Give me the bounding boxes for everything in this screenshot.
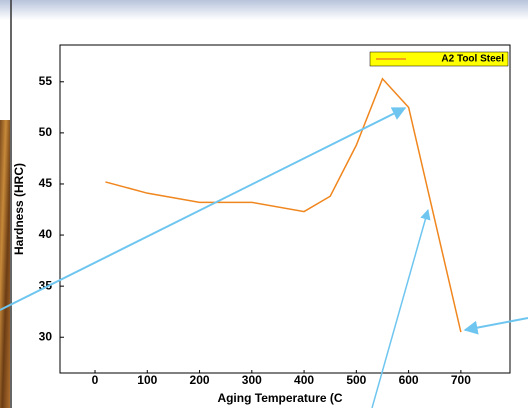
x-tick-label: 600 xyxy=(399,373,419,387)
legend-box xyxy=(369,51,509,67)
x-tick-label: 200 xyxy=(190,373,210,387)
y-axis-title: Hardness (HRC) xyxy=(12,163,26,255)
y-tick-label: 40 xyxy=(39,227,53,241)
side-image xyxy=(0,120,10,408)
data-line xyxy=(105,77,462,333)
x-axis-title: Aging Temperature (C xyxy=(217,391,342,405)
x-tick-label: 400 xyxy=(294,373,314,387)
arrow xyxy=(0,107,407,311)
y-tick-label: 30 xyxy=(39,329,53,343)
top-band xyxy=(0,0,528,20)
arrows xyxy=(0,107,528,408)
x-tick-label: 100 xyxy=(137,373,157,387)
x-tick-label: 500 xyxy=(346,373,366,387)
y-tick-label: 55 xyxy=(39,74,53,88)
y-tick-label: 45 xyxy=(39,176,53,190)
x-tick-label: 0 xyxy=(92,373,99,387)
x-tick-label: 300 xyxy=(242,373,262,387)
legend-label: A2 Tool Steel xyxy=(441,54,504,65)
y-tick-label: 50 xyxy=(39,125,53,139)
arrow xyxy=(463,317,528,335)
plot-frame xyxy=(59,44,511,374)
arrow xyxy=(371,208,431,408)
x-tick-label: 700 xyxy=(451,373,471,387)
